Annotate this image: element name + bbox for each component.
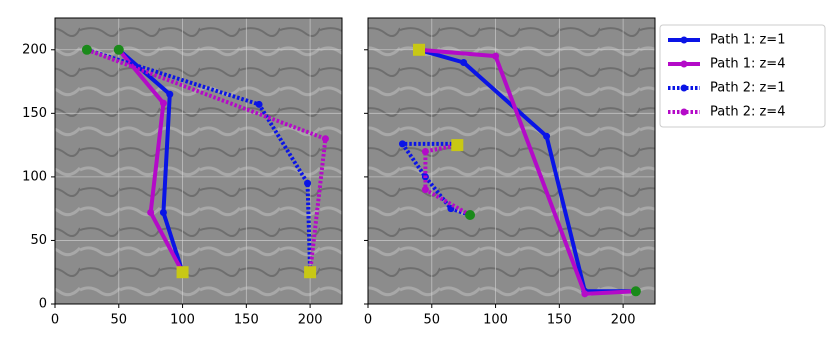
x-tick-label: 200 — [611, 313, 636, 328]
path-vertex — [421, 147, 429, 155]
path-vertex — [159, 208, 167, 216]
start-marker — [81, 44, 92, 55]
x-tick-label: 100 — [483, 313, 508, 328]
path-vertex — [398, 140, 406, 148]
x-tick-label: 200 — [298, 313, 323, 328]
path-vertex — [159, 99, 167, 107]
x-tick-label: 50 — [424, 313, 441, 328]
y-tick-label: 150 — [22, 106, 47, 121]
y-tick-label: 100 — [22, 169, 47, 184]
legend-label: Path 2: z=1 — [710, 81, 785, 96]
x-tick-label: 150 — [547, 313, 572, 328]
path-line — [86, 47, 328, 273]
path-vertex — [166, 90, 174, 98]
path-line — [423, 143, 472, 217]
legend-swatch-marker — [680, 84, 688, 92]
y-tick-label: 0 — [39, 297, 47, 312]
path-vertex — [255, 100, 263, 108]
axes-frame — [54, 17, 343, 305]
path-vertex — [421, 186, 429, 194]
x-tick-label: 0 — [364, 313, 372, 328]
x-tick-label: 150 — [234, 313, 259, 328]
path-vertex — [321, 135, 329, 143]
goal-marker — [413, 43, 426, 56]
background-image — [368, 18, 655, 304]
legend-label: Path 1: z=1 — [710, 33, 785, 48]
y-tick-label: 50 — [30, 233, 47, 248]
legend-swatch-marker — [680, 36, 688, 44]
legend-swatch-marker — [680, 60, 688, 68]
x-tick-label: 0 — [51, 313, 59, 328]
path-vertex — [304, 179, 312, 187]
start-marker — [113, 44, 124, 55]
path-vertex — [492, 52, 500, 60]
x-tick-label: 50 — [111, 313, 128, 328]
legend-label: Path 2: z=4 — [710, 105, 785, 120]
start-marker — [465, 210, 476, 221]
path-vertex — [581, 290, 589, 298]
start-marker — [630, 286, 641, 297]
path-vertex — [543, 132, 551, 140]
goal-marker — [176, 266, 189, 279]
goal-marker — [451, 139, 464, 152]
path-line — [86, 47, 313, 273]
path-line — [117, 48, 185, 273]
legend-box — [659, 24, 826, 128]
y-tick-label: 200 — [22, 42, 47, 57]
x-tick-label: 100 — [170, 313, 195, 328]
goal-marker — [304, 266, 317, 279]
path-vertex — [147, 208, 155, 216]
path-line — [117, 48, 185, 274]
legend-label: Path 1: z=4 — [710, 57, 785, 72]
axes-frame — [367, 17, 656, 305]
background-image — [55, 18, 342, 304]
legend-swatch-marker — [680, 108, 688, 116]
path-vertex — [460, 58, 468, 66]
path-line — [418, 47, 636, 296]
